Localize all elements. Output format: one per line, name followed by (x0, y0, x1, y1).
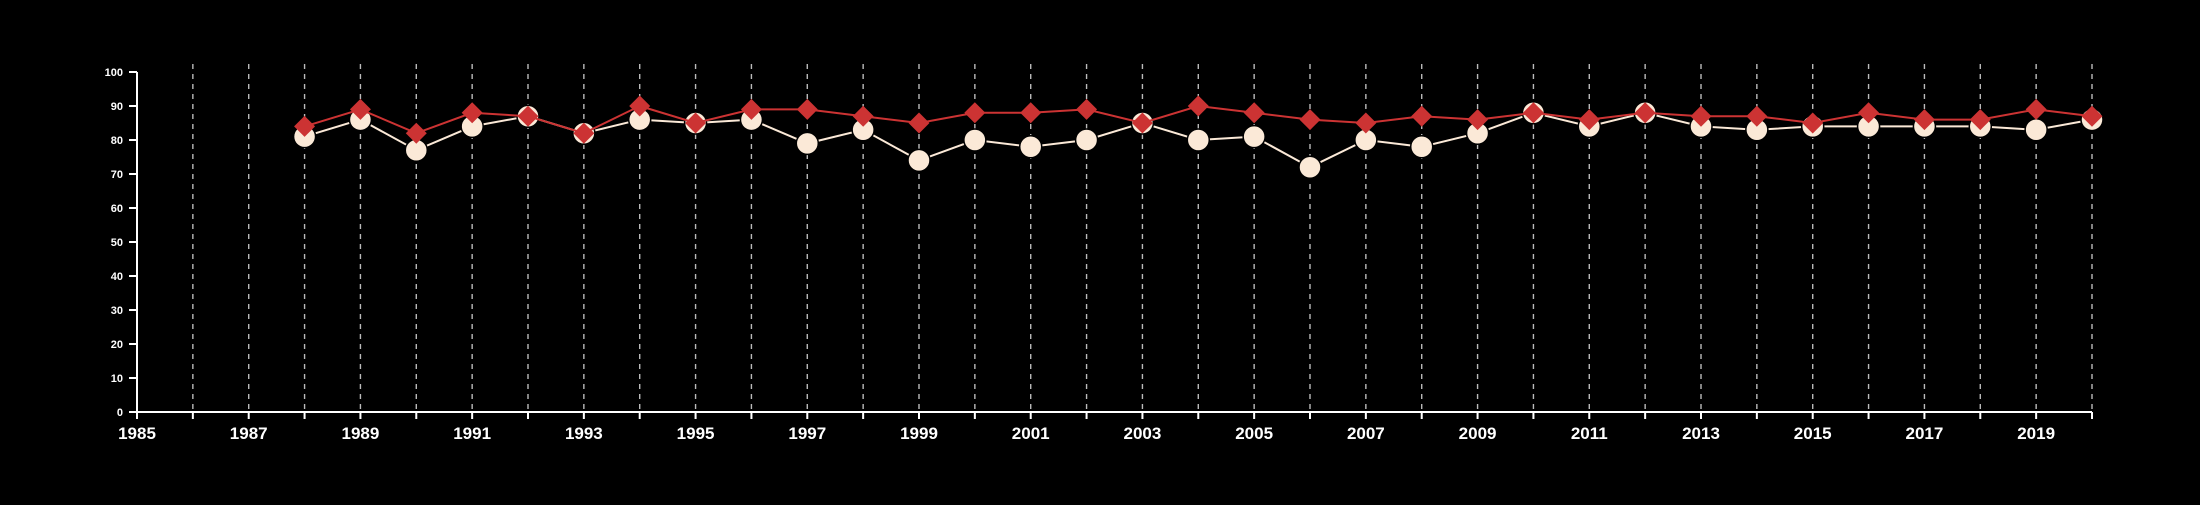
point-diamond-2006 (1299, 109, 1321, 131)
point-diamond-1990 (405, 122, 427, 144)
x-tick-label-1987: 1987 (230, 424, 268, 443)
x-tick-label-1999: 1999 (900, 424, 938, 443)
y-tick-label-90: 90 (111, 101, 123, 113)
x-tick-label-2013: 2013 (1682, 424, 1720, 443)
point-circle-2006 (1298, 155, 1322, 179)
point-diamond-1998 (852, 105, 874, 127)
point-circle-2005 (1242, 124, 1266, 149)
point-diamond-1995 (685, 112, 707, 134)
point-diamond-2005 (1243, 102, 1265, 124)
y-tick-label-0: 0 (117, 407, 123, 419)
axes: 0 10 20 30 40 50 60 70 80 90 100 1985 1987 1989 1991 19… (105, 67, 2093, 443)
series-diamond (294, 95, 2103, 144)
y-tick-label-60: 60 (111, 203, 123, 215)
x-tick-label-1995: 1995 (677, 424, 715, 443)
x-tick-label-1997: 1997 (788, 424, 826, 443)
point-diamond-2009 (1467, 109, 1489, 131)
y-tick-label-10: 10 (111, 373, 123, 385)
point-circle-2000 (963, 128, 987, 152)
y-tick-label-20: 20 (111, 339, 123, 351)
point-diamond-1993 (573, 122, 595, 144)
x-tick-label-2011: 2011 (1571, 424, 1608, 443)
point-diamond-2002 (1076, 98, 1098, 120)
x-tick-label-2019: 2019 (2017, 424, 2055, 443)
point-diamond-2008 (1411, 105, 1433, 127)
point-diamond-2018 (1969, 109, 1991, 131)
point-diamond-2011 (1578, 109, 1600, 131)
x-tick-label-2003: 2003 (1124, 424, 1162, 443)
x-tick-label-1985: 1985 (118, 424, 156, 443)
y-tick-label-80: 80 (111, 135, 123, 147)
point-circle-2001 (1018, 135, 1043, 159)
x-tick-label-1993: 1993 (565, 424, 603, 443)
point-circle-2004 (1186, 128, 1211, 152)
point-circle-2008 (1409, 135, 1434, 159)
point-diamond-2016 (1858, 102, 1880, 124)
point-diamond-2020 (2081, 105, 2103, 127)
point-diamond-2017 (1913, 109, 1935, 131)
x-tick-label-2007: 2007 (1347, 424, 1385, 443)
gridlines (192, 64, 2093, 412)
y-tick-label-30: 30 (111, 305, 123, 317)
point-diamond-2013 (1690, 105, 1712, 127)
point-diamond-2004 (1187, 95, 1209, 117)
point-diamond-2012 (1634, 102, 1656, 124)
point-diamond-2007 (1355, 112, 1377, 134)
point-diamond-2019 (2025, 98, 2047, 120)
x-tick-label-1989: 1989 (342, 424, 380, 443)
point-diamond-1989 (349, 98, 371, 120)
point-circle-2002 (1074, 128, 1099, 152)
series-circle (292, 101, 2104, 179)
x-tick-label-2009: 2009 (1459, 424, 1497, 443)
y-tick-label-50: 50 (111, 237, 123, 249)
point-diamond-1988 (294, 115, 316, 137)
point-diamond-2003 (1131, 112, 1153, 134)
point-diamond-2014 (1746, 105, 1768, 127)
x-tick-label-2015: 2015 (1794, 424, 1832, 443)
x-tick-label-2017: 2017 (1906, 424, 1944, 443)
point-diamond-1991 (461, 102, 483, 124)
series-group (292, 95, 2104, 179)
point-diamond-2010 (1522, 102, 1544, 124)
point-diamond-1999 (908, 112, 930, 134)
point-circle-2019 (2024, 118, 2048, 142)
point-diamond-1996 (740, 98, 762, 120)
x-tick-label-2001: 2001 (1012, 424, 1050, 443)
point-diamond-1992 (517, 105, 539, 127)
point-circle-1999 (907, 148, 931, 173)
point-diamond-1994 (629, 95, 651, 117)
point-diamond-2001 (1020, 102, 1042, 124)
y-tick-label-100: 100 (105, 67, 123, 79)
y-tick-label-70: 70 (111, 169, 123, 181)
x-tick-label-1991: 1991 (453, 424, 491, 443)
point-diamond-1997 (796, 98, 818, 120)
point-circle-1997 (795, 131, 820, 156)
point-diamond-2015 (1802, 112, 1824, 134)
y-tick-label-40: 40 (111, 271, 123, 283)
point-diamond-2000 (964, 102, 986, 124)
x-tick-label-2005: 2005 (1235, 424, 1273, 443)
